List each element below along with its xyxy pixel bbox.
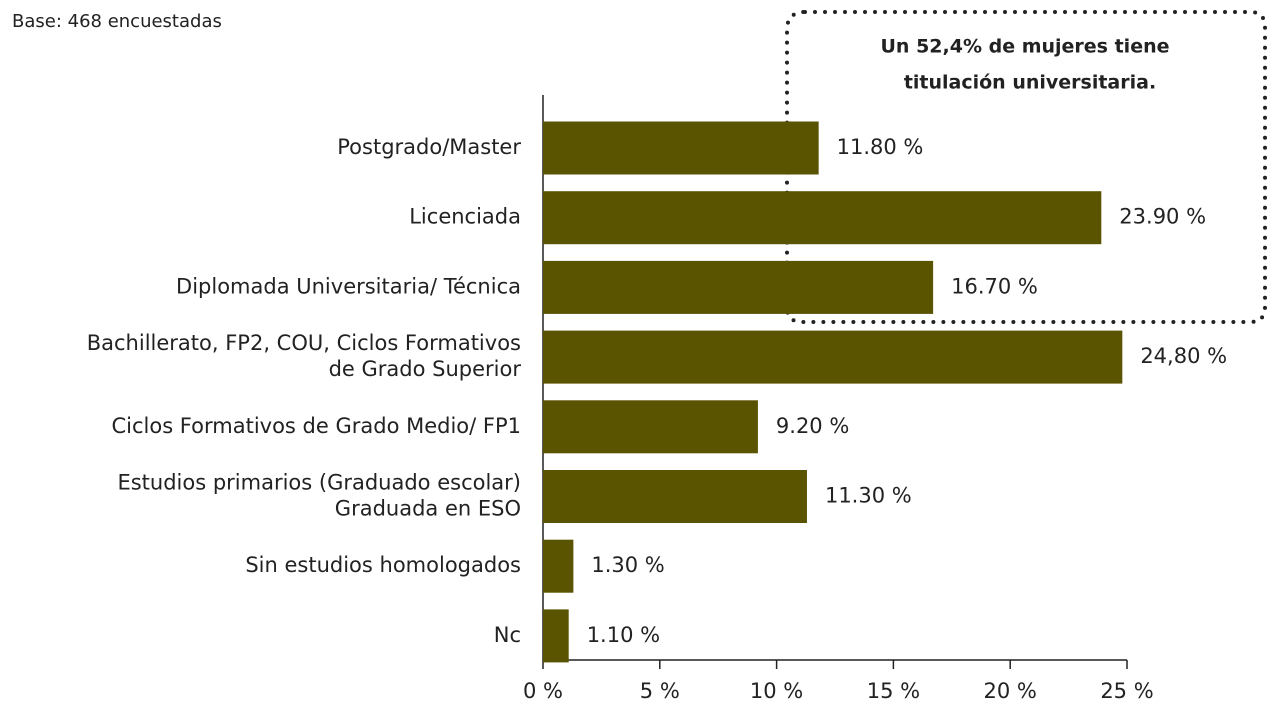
value-label: 1.30 % [591,553,664,577]
x-tick-label: 5 % [640,679,680,703]
bar [543,330,1123,384]
y-tick-label: Diplomada Universitaria/ Técnica [176,274,521,298]
chart-subtitle: Base: 468 encuestadas [12,11,222,32]
y-tick-label: Sin estudios homologados [245,553,521,577]
x-tick-label: 15 % [867,679,920,703]
value-label: 11.80 % [837,135,924,159]
x-tick-label: 0 % [523,679,563,703]
bar [543,191,1102,245]
y-tick-label: Nc [494,623,521,647]
value-label: 23.90 % [1119,205,1206,229]
bar [543,260,934,314]
x-tick-label: 25 % [1100,679,1153,703]
bar [543,609,569,663]
y-tick-label: Postgrado/Master [337,135,521,159]
value-label: 11.30 % [825,484,912,508]
x-tick-label: 10 % [750,679,803,703]
bar [543,400,758,454]
bar [543,121,819,175]
y-tick-label: Ciclos Formativos de Grado Medio/ FP1 [111,414,521,438]
bar [543,539,574,593]
bar [543,470,807,523]
value-label: 24,80 % [1140,344,1227,368]
x-tick-label: 20 % [984,679,1037,703]
value-label: 1.10 % [587,623,660,647]
annotation: titulación universitaria. [904,72,1156,94]
annotation-box [785,10,1267,324]
annotation: Un 52,4% de mujeres tiene [881,36,1170,58]
value-label: 9.20 % [776,414,849,438]
value-label: 16.70 % [951,274,1038,298]
y-tick-label: Estudios primarios (Graduado escolar) Gra… [117,471,521,521]
y-tick-label: Licenciada [409,205,521,229]
y-tick-label: Bachillerato, FP2, COU, Ciclos Formativo… [87,331,522,381]
